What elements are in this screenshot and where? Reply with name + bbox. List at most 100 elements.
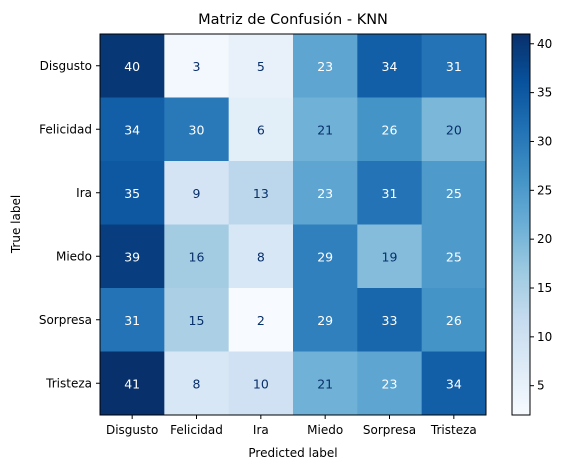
colorbar-tick-label: 40	[537, 37, 552, 51]
cell-value-label: 15	[189, 313, 205, 328]
heatmap-cell	[293, 351, 358, 416]
cell-value-label: 6	[257, 122, 265, 137]
y-tick-label: Sorpresa	[39, 313, 92, 327]
y-tick-label: Felicidad	[39, 122, 92, 136]
heatmap-cell	[357, 161, 423, 225]
cell-value-label: 8	[193, 376, 201, 391]
cell-value-label: 35	[124, 186, 140, 201]
cell-value-label: 19	[382, 249, 398, 264]
colorbar-tick-label: 10	[537, 330, 552, 344]
y-tick-label: Miedo	[56, 249, 92, 263]
cell-value-label: 8	[257, 249, 265, 264]
x-axis-label: Predicted label	[248, 446, 337, 460]
x-tick-label: Tristeza	[430, 423, 477, 437]
cell-value-label: 34	[382, 59, 398, 74]
cell-value-label: 13	[253, 186, 269, 201]
heatmap-cell	[421, 224, 487, 289]
heatmap-cell	[357, 224, 423, 289]
y-tick-label: Disgusto	[40, 59, 92, 73]
heatmap-cell	[100, 34, 165, 98]
cell-value-label: 3	[193, 59, 201, 74]
heatmap-cell	[293, 34, 358, 98]
y-axis-ticks: Disgusto Felicidad Ira Miedo Sorpresa Tristez…	[39, 59, 100, 390]
cell-value-label: 23	[317, 186, 333, 201]
x-axis-ticks: Disgusto Felicidad Ira Miedo Sorpresa Tristez…	[106, 415, 477, 437]
heatmap-cell	[228, 288, 294, 352]
x-tick-label: Miedo	[307, 423, 343, 437]
heatmap-cell	[164, 351, 230, 416]
x-tick-label: Ira	[253, 423, 269, 437]
colorbar-ticks: 5 10 15 20 25 30 35 40	[530, 37, 552, 393]
heatmap-cell	[357, 97, 423, 162]
cell-value-label: 20	[446, 122, 462, 137]
heatmap-cell	[164, 97, 230, 162]
heatmap-cell	[421, 288, 487, 352]
heatmap-cell	[100, 351, 165, 416]
heatmap-cell	[228, 97, 294, 162]
heatmap-cell	[357, 34, 423, 98]
colorbar-tick-label: 5	[537, 379, 545, 393]
heatmap-cell	[421, 97, 487, 162]
cell-value-label: 26	[446, 313, 462, 328]
cell-value-label: 29	[317, 249, 333, 264]
heatmap-cell	[164, 161, 230, 225]
heatmap-cell	[228, 224, 294, 289]
cell-value-label: 10	[253, 376, 269, 391]
cell-value-label: 25	[446, 186, 462, 201]
heatmap-cell	[293, 288, 358, 352]
cell-value-label: 21	[317, 376, 333, 391]
x-tick-label: Disgusto	[106, 423, 158, 437]
cell-value-label: 21	[317, 122, 333, 137]
chart-title: Matriz de Confusión - KNN	[198, 12, 388, 28]
cell-value-label: 5	[257, 59, 265, 74]
heatmap-cell	[164, 224, 230, 289]
heatmap-cell	[164, 288, 230, 352]
colorbar-tick-label: 25	[537, 183, 552, 197]
colorbar-tick-label: 20	[537, 232, 552, 246]
cell-value-label: 31	[382, 186, 398, 201]
y-axis-label: True label	[9, 195, 23, 254]
plot-frame	[99, 33, 487, 416]
cell-value-label: 33	[382, 313, 398, 328]
heatmap-cell	[228, 351, 294, 416]
cell-value-label: 16	[189, 249, 205, 264]
heatmap-cell	[421, 351, 487, 416]
heatmap-cell	[164, 34, 230, 98]
heatmap-cell	[357, 288, 423, 352]
cell-value-label: 25	[446, 249, 462, 264]
cell-value-label: 34	[446, 376, 462, 391]
colorbar	[511, 33, 531, 416]
cell-value-label: 2	[257, 313, 265, 328]
heatmap-cell	[421, 161, 487, 225]
heatmap-cell	[293, 224, 358, 289]
cell-value-label: 23	[317, 59, 333, 74]
cell-value-label: 31	[446, 59, 462, 74]
y-tick-label: Ira	[76, 186, 92, 200]
x-tick-label: Sorpresa	[363, 423, 416, 437]
cell-value-label: 30	[189, 122, 205, 137]
heatmap-cell	[357, 351, 423, 416]
cell-value-label: 26	[382, 122, 398, 137]
colorbar-tick-label: 15	[537, 281, 552, 295]
y-tick-label: Tristeza	[45, 376, 92, 390]
cell-value-label: 23	[382, 376, 398, 391]
cell-value-label: 29	[317, 313, 333, 328]
heatmap-cell	[293, 97, 358, 162]
heatmap-cell	[228, 161, 294, 225]
heatmap-cell	[421, 34, 487, 98]
cell-value-label: 31	[124, 313, 140, 328]
cell-value-label: 34	[124, 122, 140, 137]
cell-value-label: 40	[124, 59, 140, 74]
heatmap-cell	[228, 34, 294, 98]
x-tick-label: Felicidad	[170, 423, 223, 437]
heatmap-cell	[100, 224, 165, 289]
heatmap-cell	[100, 97, 165, 162]
cell-value-label: 9	[193, 186, 201, 201]
colorbar-tick-label: 30	[537, 134, 552, 148]
heatmap-cell	[100, 288, 165, 352]
heatmap-cell	[100, 161, 165, 225]
heatmap-cell	[293, 161, 358, 225]
colorbar-tick-label: 35	[537, 86, 552, 100]
